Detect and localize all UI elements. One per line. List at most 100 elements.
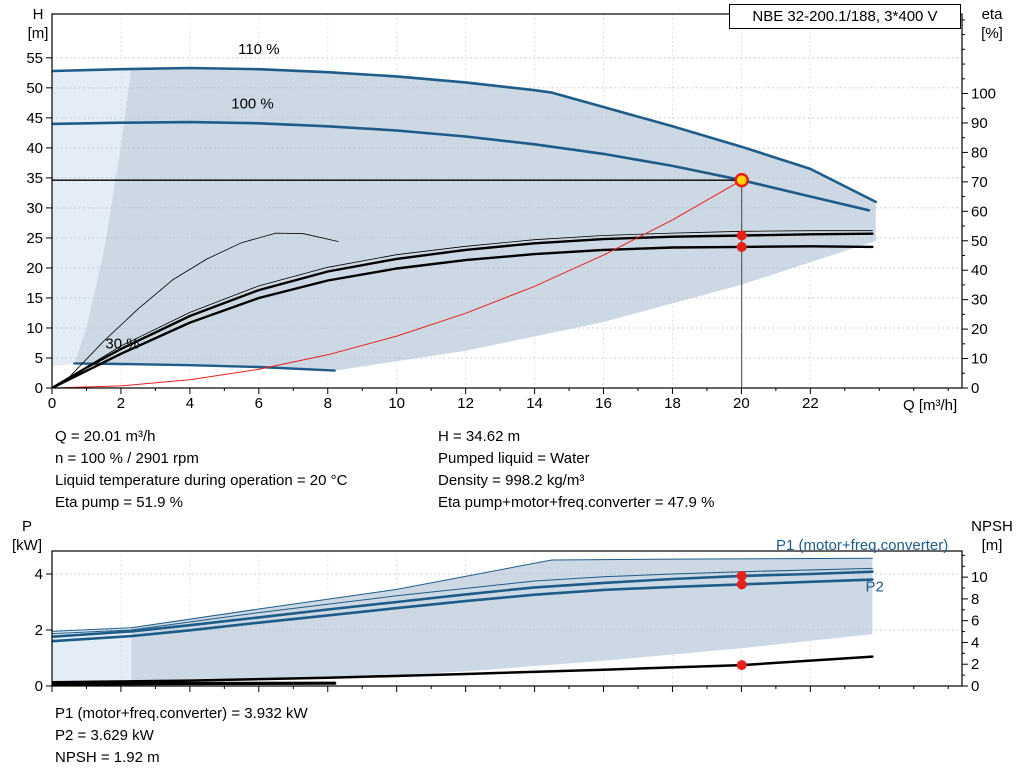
info-p1: P1 (motor+freq.converter) = 3.932 kW <box>55 705 308 722</box>
y-right-tick-label: 40 <box>971 262 988 279</box>
power-info: P1 (motor+freq.converter) = 3.932 kW P2 … <box>55 703 308 769</box>
curve-label: 30 % <box>105 335 139 352</box>
p-min-speed-curve <box>52 681 337 686</box>
npsh-duty-dot <box>736 660 747 671</box>
y-left-tick-label: 15 <box>26 290 43 307</box>
y-right-tick-label: 8 <box>971 591 979 608</box>
curve-label: P2 <box>865 578 883 595</box>
p1-duty-dot <box>736 570 747 581</box>
eta-total-duty-dot <box>736 241 747 252</box>
y-right-tick-label: 50 <box>971 233 988 250</box>
duty-info-left: Q = 20.01 m³/h n = 100 % / 2901 rpm Liqu… <box>55 426 347 514</box>
qh-chart-fills <box>52 68 876 371</box>
eta-reduced-speed-thin <box>68 232 339 378</box>
qh-chart-canvas: 0 2 4 6 8 10 12 14 16 18 20 22 0 5 10 15 20 25 30 35 40 45 50 5… <box>26 13 996 412</box>
p-max-envelope-thin <box>52 557 873 632</box>
eta-axis-title: eta [%] <box>968 5 1016 43</box>
y-right-tick-label: 80 <box>971 144 988 161</box>
y-left-tick-label: 4 <box>35 566 43 583</box>
y-right-tick-label: 6 <box>971 613 979 630</box>
p-axis-symbol: P <box>21 518 32 535</box>
operating-range-light <box>52 68 132 367</box>
y-right-tick-label: 20 <box>971 321 988 338</box>
y-left-tick-label: 5 <box>35 350 43 367</box>
info-liquid-temp: Liquid temperature during operation = 20… <box>55 472 348 489</box>
curve-label: P1 (motor+freq.converter) <box>776 537 948 554</box>
x-tick-label: 22 <box>802 395 819 412</box>
y-left-tick-label: 40 <box>26 140 43 157</box>
power-chart-fills <box>52 558 873 685</box>
curve-label: 100 % <box>231 95 274 112</box>
npsh-axis-symbol: NPSH <box>971 518 1013 535</box>
y-right-tick-label: 70 <box>971 174 988 191</box>
y-right-tick-label: 60 <box>971 203 988 220</box>
x-tick-label: 18 <box>664 395 681 412</box>
duty-point <box>734 172 749 188</box>
info-speed: n = 100 % / 2901 rpm <box>55 450 199 467</box>
operating-range <box>74 68 876 371</box>
npsh-axis-unit: [m] <box>981 537 1003 554</box>
y-left-tick-label: 35 <box>26 170 43 187</box>
eta-pump-duty-dot <box>736 230 747 241</box>
x-tick-label: 8 <box>324 395 332 412</box>
y-right-tick-label: 0 <box>971 678 979 695</box>
power-range <box>131 558 873 683</box>
x-tick-label: 4 <box>186 395 194 412</box>
y-right-tick-label: 10 <box>971 569 988 586</box>
pump-model-title: NBE 32-200.1/188, 3*400 V <box>729 4 961 29</box>
y-left-tick-label: 0 <box>35 678 43 695</box>
p-axis-title: P [kW] <box>4 517 50 555</box>
info-pumped-liquid: Pumped liquid = Water <box>438 450 590 467</box>
y-right-tick-label: 100 <box>971 86 996 103</box>
x-tick-label: 12 <box>457 395 474 412</box>
system-curve <box>52 179 743 388</box>
x-tick-label: 6 <box>255 395 263 412</box>
y-left-tick-label: 10 <box>26 320 43 337</box>
y-left-tick-label: 2 <box>35 622 43 639</box>
power-chart-border <box>51 550 963 687</box>
power-range-light <box>52 627 132 685</box>
y-right-tick-label: 0 <box>971 380 979 397</box>
p2-duty-dot <box>736 579 747 590</box>
power-npsh-chart-canvas: 0 2 4 0 2 4 6 8 10 P1 (motor+freq.converter) P2 <box>35 537 988 695</box>
y-left-tick-label: 55 <box>26 50 43 67</box>
qh-chart-border <box>51 13 963 389</box>
info-flow: Q = 20.01 m³/h <box>55 428 156 445</box>
y-right-tick-label: 2 <box>971 656 979 673</box>
x-tick-label: 0 <box>48 395 56 412</box>
npsh-axis-title: NPSH [m] <box>962 517 1022 555</box>
eta-axis-unit: [%] <box>981 25 1003 42</box>
y-right-tick-label: 90 <box>971 115 988 132</box>
info-eta-total: Eta pump+motor+freq.converter = 47.9 % <box>438 494 715 511</box>
info-eta-pump: Eta pump = 51.9 % <box>55 494 183 511</box>
eta-axis-symbol: eta <box>981 6 1003 23</box>
duty-info-right: H = 34.62 m Pumped liquid = Water Densit… <box>438 426 714 514</box>
y-right-tick-label: 10 <box>971 351 988 368</box>
h-axis-title: H [m] <box>16 5 60 43</box>
info-p2: P2 = 3.629 kW <box>55 727 154 744</box>
x-tick-label: 20 <box>733 395 750 412</box>
speed-30-curve <box>73 362 336 372</box>
y-left-tick-label: 25 <box>26 230 43 247</box>
x-tick-label: 10 <box>388 395 405 412</box>
speed-110-curve <box>52 66 878 204</box>
y-right-tick-label: 30 <box>971 292 988 309</box>
h-axis-symbol: H <box>32 6 44 23</box>
p-axis-unit: [kW] <box>12 537 42 554</box>
curve-label: 110 % <box>238 41 279 58</box>
info-density: Density = 998.2 kg/m³ <box>438 472 585 489</box>
q-axis-unit-label: Q [m³/h] <box>903 397 958 414</box>
y-left-tick-label: 20 <box>26 260 43 277</box>
y-left-tick-label: 50 <box>26 80 43 97</box>
x-tick-label: 14 <box>526 395 543 412</box>
y-left-tick-label: 0 <box>35 380 43 397</box>
y-left-tick-label: 45 <box>26 110 43 127</box>
x-tick-label: 16 <box>595 395 612 412</box>
p1-upper-thin <box>52 567 873 635</box>
eta-pump-curve <box>52 232 874 388</box>
y-right-tick-label: 4 <box>971 634 979 651</box>
h-axis-unit: [m] <box>27 25 49 42</box>
info-head: H = 34.62 m <box>438 428 521 445</box>
y-left-tick-label: 30 <box>26 200 43 217</box>
